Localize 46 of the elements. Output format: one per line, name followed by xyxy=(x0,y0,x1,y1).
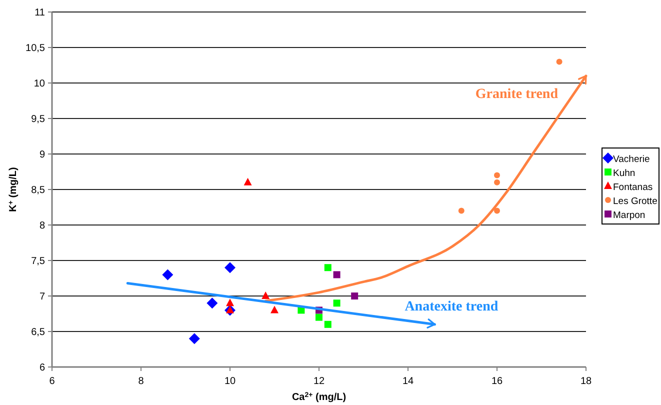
y-tick-label: 11 xyxy=(34,8,46,18)
x-tick-label: 16 xyxy=(491,376,503,387)
point xyxy=(206,298,218,309)
point xyxy=(188,333,200,344)
point xyxy=(458,208,464,214)
point xyxy=(244,178,252,186)
series-label: Granite trend xyxy=(475,86,558,102)
point xyxy=(494,208,500,214)
series-label: Anatexite trend xyxy=(404,299,498,314)
point xyxy=(226,306,234,314)
point xyxy=(162,269,174,280)
point xyxy=(226,298,234,306)
x-tick-label: 6 xyxy=(49,376,56,387)
y-tick-label: 9,5 xyxy=(31,114,46,125)
legend-label: Vacherie xyxy=(613,154,650,165)
x-tick-label: 18 xyxy=(580,376,592,387)
x-tick-label: 14 xyxy=(402,376,414,387)
y-tick-label: 10 xyxy=(34,78,46,90)
point xyxy=(494,172,500,178)
point xyxy=(324,264,332,272)
point xyxy=(324,320,332,328)
y-tick-label: 9 xyxy=(39,150,46,160)
y-tick-label: 8,5 xyxy=(31,185,46,196)
y-tick-label: 7 xyxy=(39,292,46,302)
point xyxy=(262,292,270,299)
point xyxy=(270,306,278,314)
point xyxy=(556,58,562,65)
x-tick-label: 10 xyxy=(224,376,236,387)
point xyxy=(333,300,340,307)
point xyxy=(333,271,340,278)
x-tick-label: 12 xyxy=(313,376,325,387)
legend-label: Marpon xyxy=(613,210,646,221)
x-axis-title: Ca$^{2+}$ (mg/L) xyxy=(292,392,346,403)
point xyxy=(494,179,500,186)
y-tick-label: 7,5 xyxy=(31,256,46,267)
point xyxy=(224,262,236,274)
y-tick-label: 10,5 xyxy=(26,43,46,54)
legend-label: Kuhn xyxy=(613,168,636,179)
point xyxy=(351,292,358,300)
y-tick-label: 6,5 xyxy=(31,327,46,338)
y-tick-label: 6 xyxy=(39,362,46,374)
y-tick-label: 8 xyxy=(39,220,46,232)
point xyxy=(316,314,322,321)
legend-label: Fontanas xyxy=(613,182,653,193)
x-tick-label: 8 xyxy=(138,376,144,387)
legend-label: Les Grotte xyxy=(613,196,658,207)
